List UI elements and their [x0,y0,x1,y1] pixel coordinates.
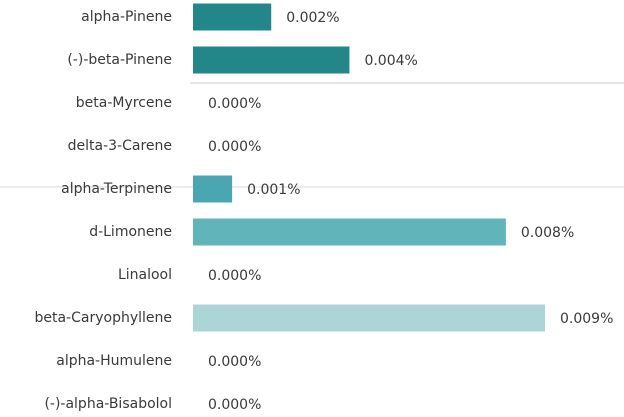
category-label: beta-Myrcene [76,95,172,111]
value-label: 0.002% [286,10,339,26]
value-label: 0.008% [521,225,574,241]
value-label: 0.000% [208,139,261,155]
category-label: alpha-Terpinene [61,181,172,197]
category-label: d-Limonene [89,224,172,240]
category-label: alpha-Humulene [56,353,172,369]
value-label: 0.000% [208,96,261,112]
value-label: 0.001% [247,182,300,198]
bar [193,304,545,332]
category-label: (-)-alpha-Bisabolol [44,396,172,412]
category-label: delta-3-Carene [68,138,172,154]
value-label: 0.000% [208,397,261,413]
value-label: 0.000% [208,268,261,284]
bar [193,3,272,31]
category-label: Linalool [118,267,172,283]
bar [193,218,506,246]
value-label: 0.009% [560,311,613,327]
category-label: (-)-beta-Pinene [67,52,172,68]
category-label: alpha-Pinene [81,9,172,25]
value-label: 0.000% [208,354,261,370]
bar [193,46,350,74]
category-label: beta-Caryophyllene [34,310,172,326]
value-label: 0.004% [364,53,417,69]
bar [193,175,233,203]
